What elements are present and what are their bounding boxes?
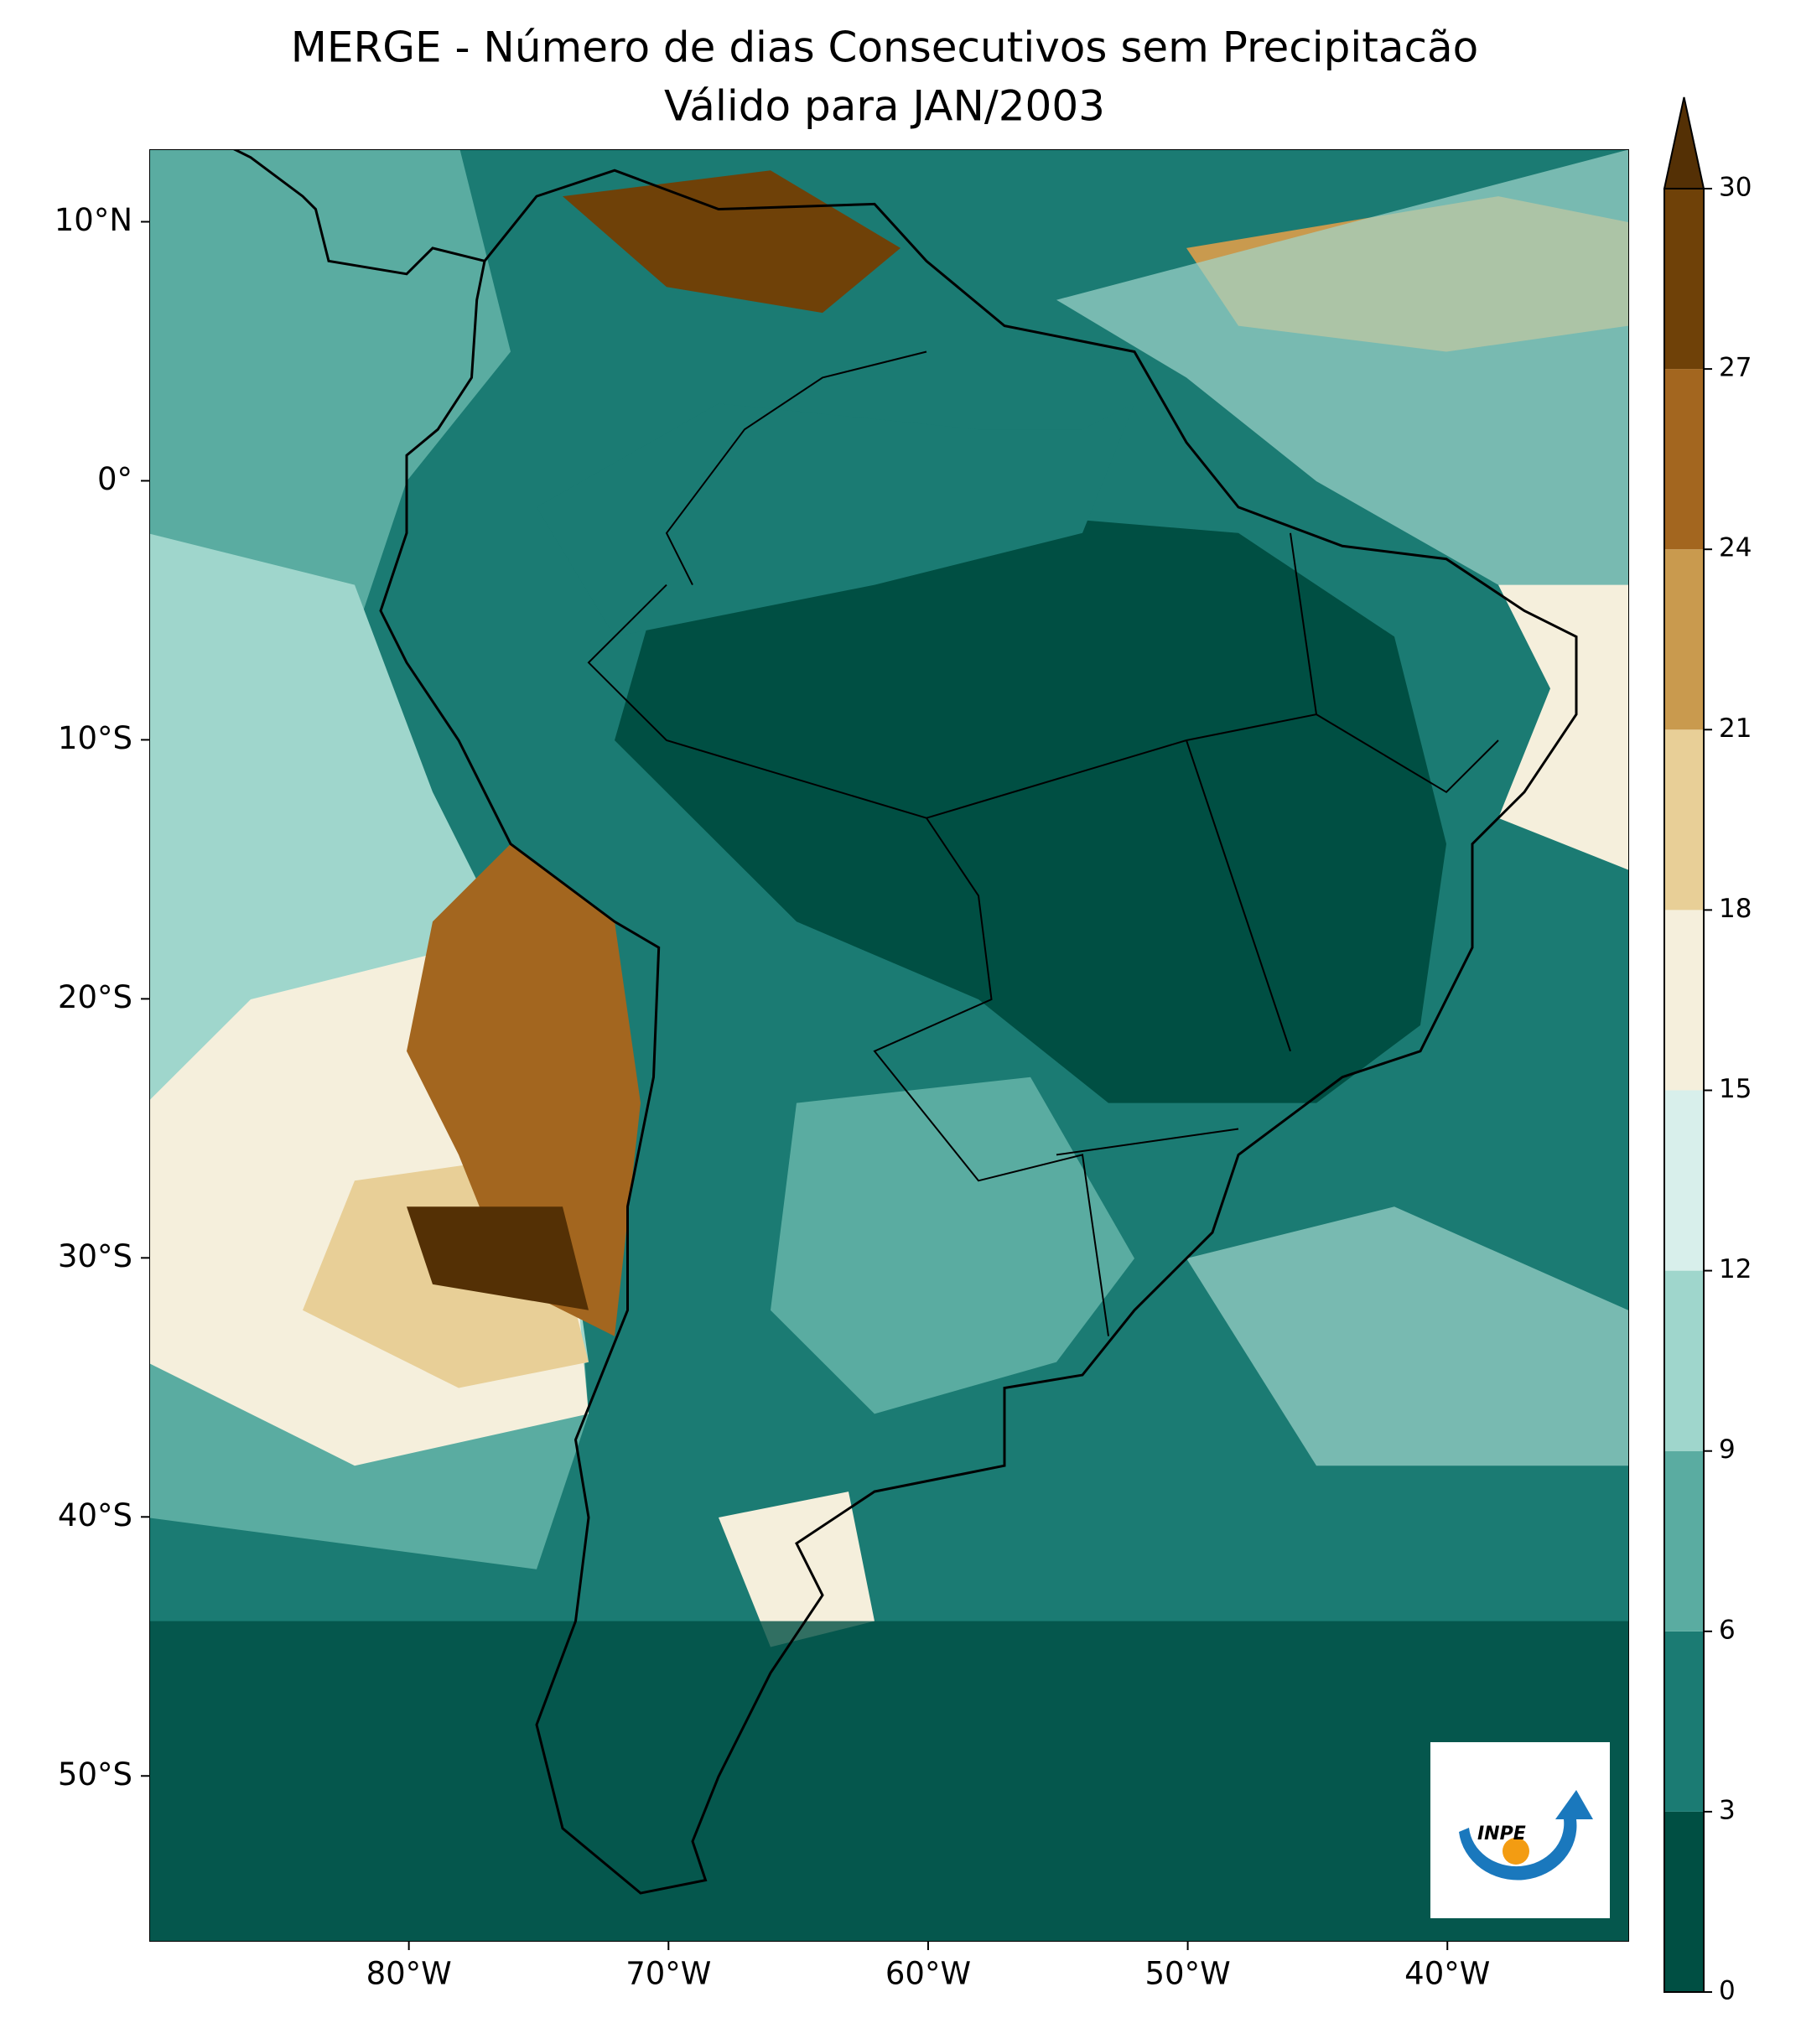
lat-tick-label: 40°S bbox=[58, 1497, 132, 1533]
lat-tick-label: 30°S bbox=[58, 1238, 132, 1274]
title-line-1: MERGE - Número de dias Consecutivos sem … bbox=[291, 23, 1478, 72]
colorbar-tick-label: 24 bbox=[1719, 533, 1752, 563]
lat-tick-label: 50°S bbox=[58, 1756, 132, 1792]
lon-tick-label: 60°W bbox=[885, 1956, 971, 1992]
colorbar-tick-label: 15 bbox=[1719, 1074, 1752, 1104]
colorbar-tick-label: 27 bbox=[1719, 353, 1752, 383]
logo-dot bbox=[1503, 1838, 1529, 1865]
colorbar-bin bbox=[1664, 1631, 1704, 1812]
lat-tick-label: 20°S bbox=[58, 979, 132, 1015]
field-blobs bbox=[149, 149, 1628, 1942]
lat-tick-label: 0° bbox=[97, 461, 132, 497]
lon-tick-label: 80°W bbox=[366, 1956, 452, 1992]
colorbar-bin bbox=[1664, 189, 1704, 370]
lon-tick-label: 50°W bbox=[1145, 1956, 1231, 1992]
colorbar-tick-label: 0 bbox=[1719, 1976, 1736, 2006]
logo-text: INPE bbox=[1477, 1824, 1526, 1844]
colorbar-tick-label: 18 bbox=[1719, 894, 1752, 924]
colorbar-bin bbox=[1664, 729, 1704, 910]
colorbar-tick-label: 12 bbox=[1719, 1254, 1752, 1284]
colorbar-tick-label: 9 bbox=[1719, 1434, 1736, 1465]
colorbar-bin bbox=[1664, 549, 1704, 730]
coastline bbox=[147, 118, 1576, 1893]
lat-tick-label: 10°N bbox=[54, 202, 132, 238]
lon-tick-label: 40°W bbox=[1404, 1956, 1490, 1992]
lon-tick-label: 70°W bbox=[625, 1956, 711, 1992]
colorbar-tick-label: 30 bbox=[1719, 173, 1752, 203]
colorbar-tick-label: 21 bbox=[1719, 713, 1752, 744]
map: INPE bbox=[147, 118, 1629, 1942]
colorbar-bin bbox=[1664, 1450, 1704, 1632]
logo-swoosh bbox=[1459, 1790, 1593, 1881]
title-line-2: Válido para JAN/2003 bbox=[664, 82, 1105, 131]
colorbar-bin bbox=[1664, 1811, 1704, 1992]
logo-box bbox=[1430, 1742, 1610, 1918]
lat-tick-label: 10°S bbox=[58, 720, 132, 756]
colorbar-tick-label: 6 bbox=[1719, 1615, 1736, 1645]
colorbar-tick-label: 3 bbox=[1719, 1795, 1736, 1825]
colorbar-bin bbox=[1664, 1270, 1704, 1451]
colorbar-bin bbox=[1664, 910, 1704, 1091]
colorbar-bin bbox=[1664, 1090, 1704, 1271]
colorbar-bin bbox=[1664, 369, 1704, 550]
colorbar-extend bbox=[1663, 96, 1705, 189]
